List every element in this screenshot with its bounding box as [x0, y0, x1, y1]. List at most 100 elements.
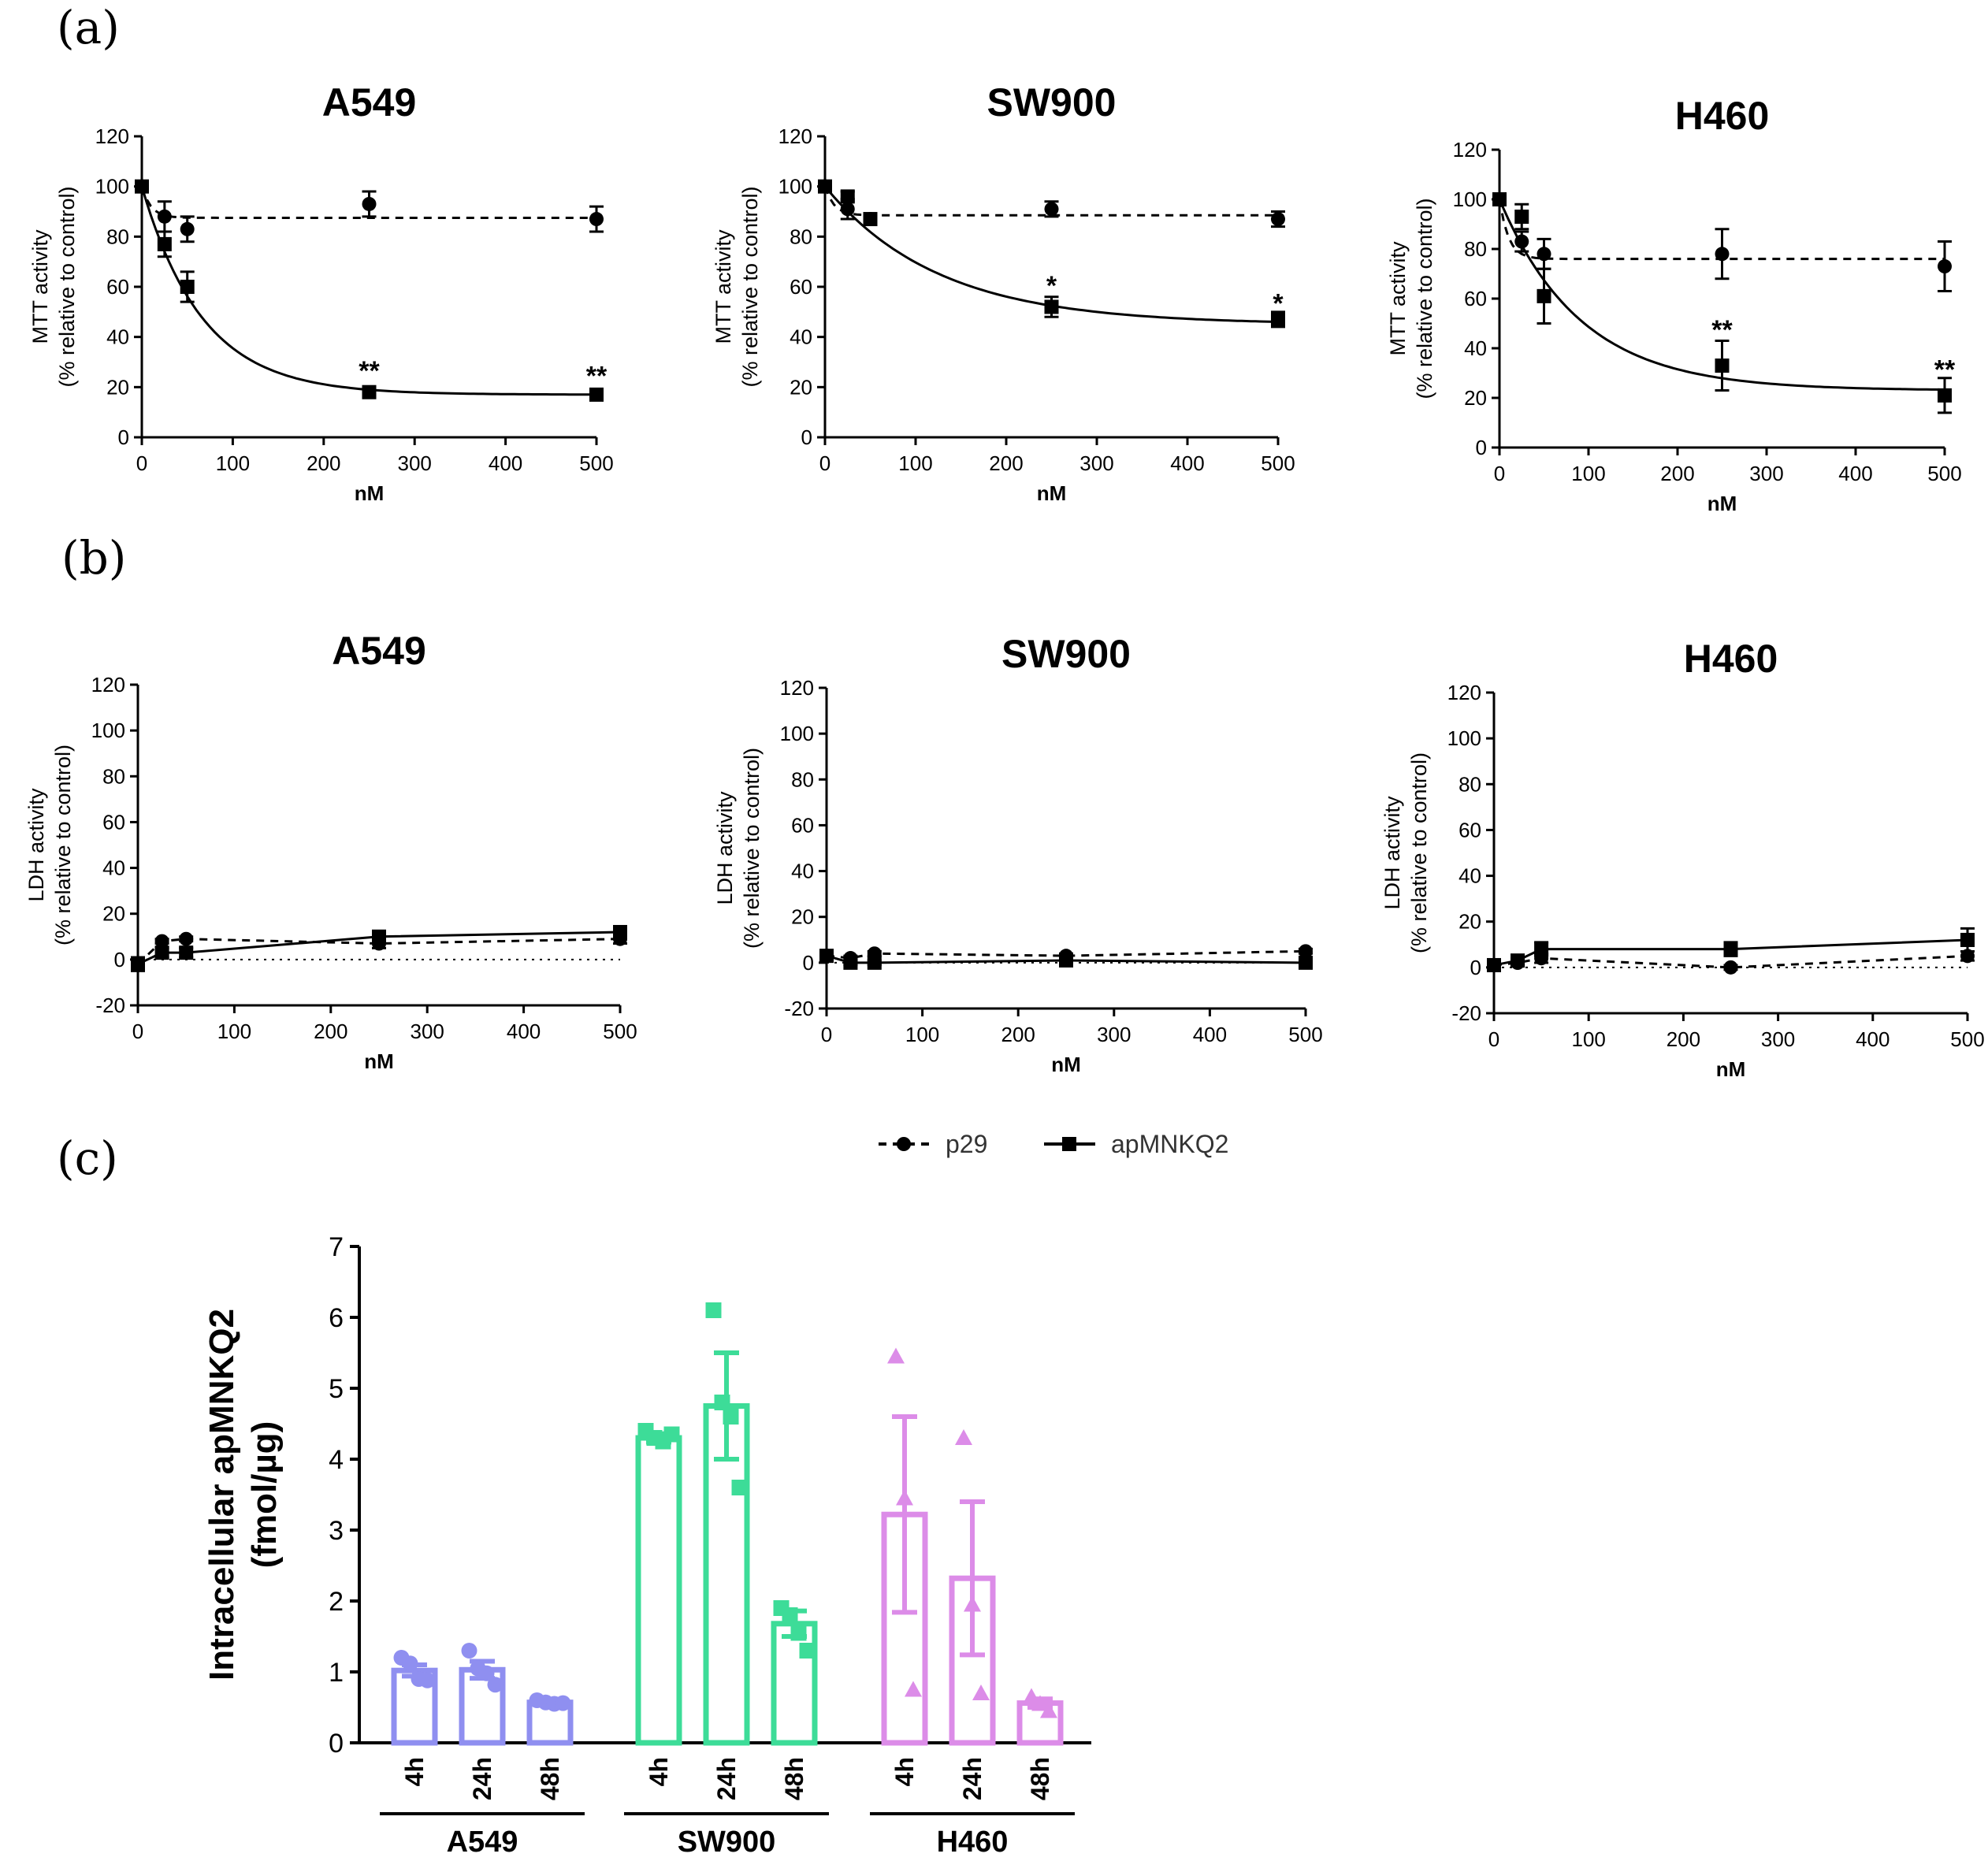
intracellular-h460-group-label: H460: [937, 1826, 1009, 1859]
ldh-a549-xtick-label: 200: [314, 1020, 347, 1043]
mtt-sw900-ylabel-line2: (% relative to control): [738, 186, 762, 387]
mtt-sw900-apmnkq2-point: [863, 212, 878, 227]
mtt-a549-apmnkq2-point: [135, 179, 149, 194]
ldh-h460-ylabel: LDH activity (% relative to control): [1380, 752, 1431, 953]
ldh-sw900-apmnkq2-point: [843, 955, 858, 970]
ldh-a549-ylabel-line1: LDH activity: [24, 788, 48, 902]
intracellular-a549-point: [419, 1672, 436, 1688]
mtt-h460-apmnkq2-point: [1715, 358, 1730, 373]
ldh-a549-apmnkq2-point: [131, 957, 145, 971]
mtt-a549-xtick-label: 400: [489, 451, 522, 475]
intracellular-sw900-point: [731, 1480, 748, 1495]
mtt-sw900-xtick-label: 500: [1261, 451, 1295, 475]
mtt-a549-xtick-label: 500: [579, 451, 613, 475]
ldh-a549-apmnkq2-point: [613, 924, 627, 939]
intracellular-ylabel-line2: (fmol/µg): [245, 1421, 284, 1569]
mtt-sw900-p29-point: [840, 202, 855, 217]
mtt-sw900-p29-point: [1271, 212, 1285, 227]
intracellular-bar-chart: 0 1 2 3 4 5 6 7 Intracellular apMNKQ2 (fmol/µg) 4h…: [203, 1232, 1091, 1859]
mtt-a549-ylabel-line2: (% relative to control): [55, 186, 79, 387]
mtt-h460-xlabel: nM: [1707, 492, 1737, 515]
mtt-a549-ytick-label: 0: [118, 425, 129, 449]
ldh-sw900-chart: -20 0 20 40 60 80 100 120 0 100 200 300 400 500 SW900 n…: [713, 632, 1323, 1076]
legend-apmnkq2-marker: [1062, 1137, 1076, 1151]
mtt-a549-ylabel-line1: MTT activity: [28, 229, 52, 344]
mtt-a549-significance: **: [359, 356, 380, 386]
ldh-sw900-ytick-label: 20: [791, 905, 814, 929]
ldh-a549-ylabel: LDH activity (% relative to control): [24, 745, 75, 945]
ldh-sw900-apmnkq2-point: [819, 949, 834, 964]
mtt-h460-ytick-label: 120: [1453, 138, 1487, 162]
mtt-sw900-apmnkq2-point: [840, 189, 855, 204]
mtt-h460-ytick-label: 100: [1453, 188, 1487, 211]
intracellular-ylabel: Intracellular apMNKQ2 (fmol/µg): [203, 1309, 284, 1681]
mtt-a549-p29-line: [140, 186, 596, 219]
mtt-h460-xtick-label: 100: [1571, 462, 1605, 485]
mtt-a549-xtick-label: 0: [136, 451, 147, 475]
mtt-h460-p29-point: [1938, 259, 1952, 274]
mtt-h460-xtick-label: 400: [1838, 462, 1872, 485]
ldh-h460-ytick-label: 0: [1470, 956, 1481, 979]
intracellular-h460-xtick-48h: 48h: [1026, 1757, 1054, 1800]
mtt-sw900-xtick-label: 0: [819, 451, 831, 475]
ldh-h460-ytick-label: 80: [1458, 772, 1481, 796]
mtt-sw900-ytick-label: 100: [778, 175, 812, 199]
ldh-sw900-p29-point: [1299, 944, 1313, 959]
ldh-sw900-xtick-label: 400: [1193, 1023, 1227, 1046]
intracellular-ytick-label: 6: [329, 1303, 344, 1333]
mtt-a549-title: A549: [322, 80, 417, 124]
intracellular-sw900-point: [723, 1409, 739, 1425]
mtt-sw900-p29-line: [823, 186, 1278, 217]
intracellular-a549-xtick-48h: 48h: [536, 1757, 564, 1800]
mtt-sw900-ytick-label: 120: [778, 124, 812, 148]
mtt-a549-xlabel: nM: [355, 481, 385, 505]
mtt-a549-apmnkq2-point: [362, 384, 377, 399]
ldh-sw900-ylabel-line2: (% relative to control): [740, 748, 764, 949]
ldh-a549-chart: -20 0 20 40 60 80 100 120 0 100 200 300 400 500 A549 nM…: [24, 629, 637, 1073]
mtt-sw900-ytick-label: 60: [790, 275, 812, 299]
ldh-a549-xtick-label: 0: [132, 1020, 143, 1043]
mtt-a549-apmnkq2-point: [157, 236, 172, 251]
ldh-h460-title: H460: [1684, 637, 1778, 681]
mtt-sw900-apmnkq2-point: [1044, 299, 1059, 314]
ldh-a549-ytick-label: 80: [102, 764, 125, 788]
ldh-a549-xtick-label: 100: [217, 1020, 251, 1043]
ldh-h460-xtick-label: 100: [1572, 1027, 1606, 1051]
intracellular-sw900-point: [705, 1302, 722, 1318]
mtt-h460-significance: **: [1711, 315, 1733, 345]
intracellular-sw900-point: [782, 1607, 798, 1623]
ldh-h460-apmnkq2-point: [1534, 942, 1549, 957]
ldh-h460-chart: -20 0 20 40 60 80 100 120 0 100 200 300 400 500 H460 nM…: [1380, 637, 1985, 1081]
mtt-sw900-ylabel-line1: MTT activity: [712, 229, 735, 344]
legend: p29 apMNKQ2: [879, 1130, 1228, 1158]
mtt-sw900-xtick-label: 200: [989, 451, 1023, 475]
intracellular-a549-point: [487, 1677, 504, 1693]
mtt-a549-ytick-label: 40: [106, 325, 129, 349]
mtt-sw900-ytick-label: 40: [790, 325, 812, 349]
legend-apmnkq2-label: apMNKQ2: [1111, 1130, 1228, 1158]
mtt-sw900-xtick-label: 100: [898, 451, 932, 475]
ldh-a549-ytick-label: -20: [95, 994, 125, 1017]
panel-label-b: (b): [61, 531, 126, 585]
intracellular-a549-point: [402, 1655, 418, 1672]
ldh-h460-ylabel-line2: (% relative to control): [1407, 752, 1431, 953]
ldh-h460-xtick-label: 300: [1761, 1027, 1795, 1051]
ldh-sw900-ylabel: LDH activity (% relative to control): [713, 748, 764, 949]
mtt-a549-apmnkq2-point: [180, 280, 195, 294]
mtt-h460-ytick-label: 20: [1464, 386, 1487, 410]
intracellular-h460-point: [1040, 1702, 1057, 1718]
ldh-sw900-ytick-label: 80: [791, 767, 814, 791]
ldh-a549-ytick-label: 120: [91, 673, 125, 696]
panel-label-a: (a): [57, 1, 120, 54]
intracellular-sw900-bar-48h: [771, 1621, 818, 1746]
mtt-sw900-xtick-label: 400: [1170, 451, 1204, 475]
ldh-a549-apmnkq2-point: [372, 929, 386, 944]
ldh-h460-apmnkq2-point: [1487, 957, 1501, 972]
mtt-h460-xtick-label: 0: [1494, 462, 1505, 485]
mtt-h460-ytick-label: 0: [1476, 436, 1487, 459]
mtt-a549-ylabel: MTT activity (% relative to control): [28, 186, 79, 387]
mtt-sw900-xlabel: nM: [1037, 481, 1067, 505]
intracellular-sw900-xtick-48h: 48h: [780, 1757, 808, 1800]
ldh-a549-xtick-label: 500: [603, 1020, 637, 1043]
